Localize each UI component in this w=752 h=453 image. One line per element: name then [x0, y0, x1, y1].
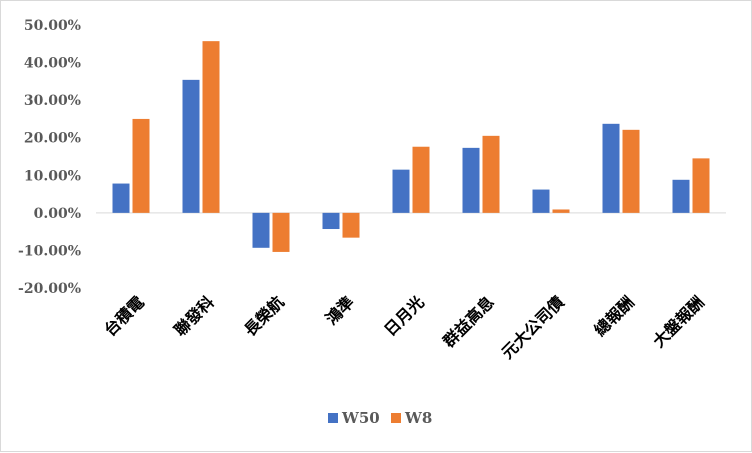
x-category-label: 台積電 — [100, 292, 147, 339]
legend-label-w50: W50 — [341, 409, 380, 427]
bar-w8-1 — [202, 41, 220, 213]
x-category-label: 日月光 — [380, 292, 427, 339]
legend-swatch-w50 — [328, 413, 338, 423]
bar-w8-8 — [692, 158, 710, 213]
bar-w8-3 — [342, 212, 360, 238]
bar-w50-0 — [112, 183, 130, 213]
bars — [112, 41, 710, 252]
y-tick-label: 0.00% — [34, 206, 81, 222]
bar-w8-6 — [552, 209, 570, 213]
y-tick-label: 10.00% — [24, 168, 81, 184]
bar-w50-6 — [532, 189, 550, 213]
x-category-label: 總報酬 — [590, 292, 637, 339]
bar-w8-2 — [272, 212, 290, 252]
bar-w50-1 — [182, 79, 200, 213]
bar-w50-3 — [322, 212, 340, 230]
x-category-label: 聯發科 — [170, 292, 217, 339]
bar-w8-0 — [132, 118, 150, 213]
x-category-label: 長榮航 — [240, 292, 287, 339]
y-tick-label: -10.00% — [18, 243, 81, 259]
legend-swatch-w8 — [391, 413, 401, 423]
x-axis-labels: 台積電 聯發科 長榮航 鴻準 日月光 群益高息 元大公司債 總報酬 大盤報酬 — [100, 292, 707, 362]
bar-w50-2 — [252, 212, 270, 248]
bar-w50-7 — [602, 123, 620, 213]
x-category-label: 群益高息 — [439, 292, 498, 351]
bar-w50-5 — [462, 147, 480, 213]
y-tick-label: 50.00% — [24, 18, 81, 34]
x-category-label: 鴻準 — [322, 292, 358, 328]
bar-w8-5 — [482, 135, 500, 213]
legend-label-w8: W8 — [404, 409, 432, 427]
bar-w50-4 — [392, 169, 410, 213]
bar-w50-8 — [672, 179, 690, 213]
y-tick-label: 20.00% — [24, 131, 81, 147]
x-category-label: 元大公司債 — [498, 292, 568, 362]
y-tick-label: 30.00% — [24, 93, 81, 109]
bar-w8-7 — [622, 129, 640, 213]
y-tick-label: -20.00% — [18, 281, 81, 297]
x-category-label: 大盤報酬 — [649, 292, 708, 351]
y-axis-ticks: 50.00% 40.00% 30.00% 20.00% 10.00% 0.00% -10.0… — [18, 18, 81, 297]
y-tick-label: 40.00% — [24, 56, 81, 72]
bar-w8-4 — [412, 146, 430, 213]
legend: W50 W8 — [328, 409, 432, 427]
